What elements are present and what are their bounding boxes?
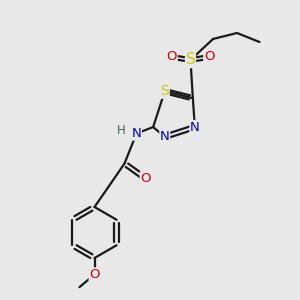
Text: N: N (190, 121, 200, 134)
Text: O: O (167, 50, 177, 64)
Text: N: N (132, 127, 141, 140)
Text: S: S (160, 84, 169, 98)
Text: N: N (160, 130, 170, 143)
Text: S: S (186, 52, 195, 68)
Text: O: O (89, 268, 100, 281)
Text: O: O (204, 50, 214, 64)
Text: H: H (116, 124, 125, 137)
Text: O: O (140, 172, 151, 185)
